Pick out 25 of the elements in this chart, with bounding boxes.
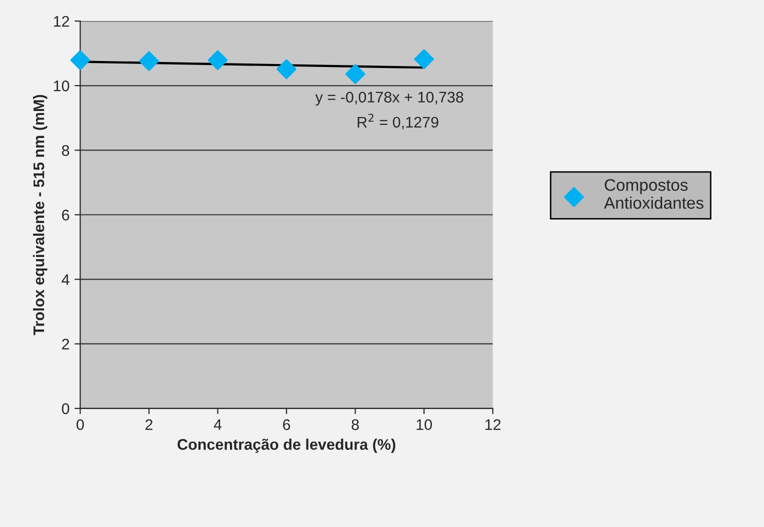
point xyxy=(345,64,366,84)
annotation: R$^{2}$ = 0,1279 xyxy=(358,114,438,130)
x-tick-label: 6 xyxy=(283,419,290,430)
y-tick-label: 0 xyxy=(62,403,70,414)
y-tick-label: 10 xyxy=(54,80,70,92)
point xyxy=(276,59,297,80)
x-tick-label: 2 xyxy=(146,419,152,430)
point xyxy=(70,50,90,70)
x-tick-label: 8 xyxy=(352,419,359,430)
y-tick-label: 2 xyxy=(62,338,70,350)
point xyxy=(138,51,159,72)
legend-label: Compostos Antioxidantes xyxy=(604,179,704,209)
x-tick-label: 4 xyxy=(214,419,222,430)
y-tick-label: 4 xyxy=(62,274,70,285)
y-tick-label: 6 xyxy=(62,210,70,220)
y-axis-title: Trolox equivalente - 515 nm (mM) xyxy=(33,94,48,336)
annotation: y = -0,0178x + 10,738 xyxy=(315,92,464,106)
x-tick-label: 10 xyxy=(416,419,432,430)
x-tick-label: 0 xyxy=(76,419,84,430)
point xyxy=(414,49,434,70)
point xyxy=(208,50,228,70)
y-tick-label: 8 xyxy=(62,145,70,156)
x-axis-title: Concentração de levedura (%) xyxy=(178,438,396,453)
y-tick-label: 12 xyxy=(54,16,70,27)
x-tick-label: 12 xyxy=(485,419,501,430)
